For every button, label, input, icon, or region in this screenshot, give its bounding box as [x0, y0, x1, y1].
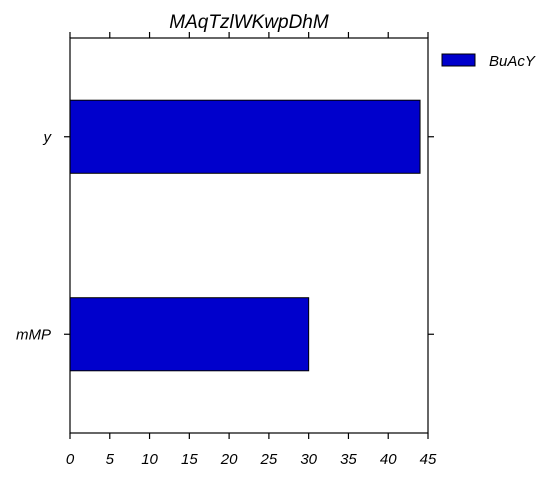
x-tick-label: 10 — [141, 451, 158, 468]
bars-layer — [69, 99, 421, 372]
y-tick-label-y: y — [43, 129, 53, 146]
chart-title: MAqTzlWKwpDhM — [169, 12, 329, 33]
legend-swatch-buacy — [441, 53, 476, 67]
x-tick-label: 40 — [380, 451, 397, 468]
x-tick-label: 25 — [260, 451, 278, 468]
x-tick-label: 20 — [220, 451, 238, 468]
x-tick-label: 30 — [300, 451, 317, 468]
legend-label-buacy: BuAcY — [489, 53, 536, 70]
bar-mmp — [69, 297, 310, 372]
x-tick-label: 35 — [340, 451, 357, 468]
legend: BuAcY — [441, 53, 536, 70]
y-tick-label-mmp: mMP — [16, 326, 51, 343]
x-tick-label: 15 — [181, 451, 198, 468]
bar-y — [69, 99, 421, 174]
x-tick-label: 45 — [420, 451, 437, 468]
x-tick-label: 5 — [106, 451, 115, 468]
plot-frame — [69, 37, 429, 434]
axes-layer: 0 5 10 15 20 25 30 35 40 45 y mMP — [16, 32, 437, 468]
x-tick-label: 0 — [66, 451, 75, 468]
